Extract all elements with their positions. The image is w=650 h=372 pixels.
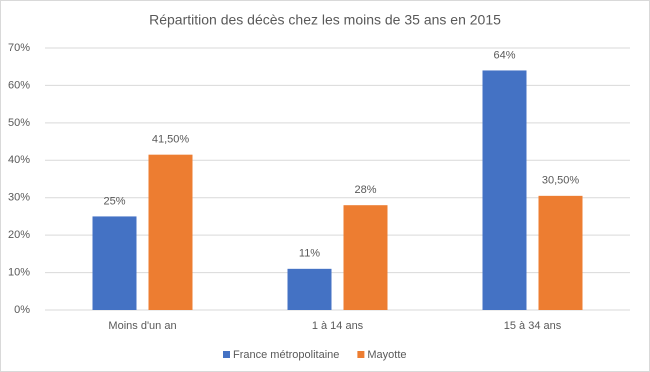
x-tick-label: 15 à 34 ans — [504, 320, 562, 332]
value-label: 41,50% — [152, 134, 190, 146]
chart-title: Répartition des décès chez les moins de … — [149, 12, 501, 28]
legend-swatch — [357, 351, 365, 358]
value-label: 25% — [103, 195, 125, 207]
y-tick-label: 70% — [8, 42, 30, 54]
value-label: 28% — [354, 184, 376, 196]
legend-label: France métropolitaine — [233, 349, 339, 361]
y-tick-label: 40% — [8, 154, 30, 166]
value-label: 11% — [299, 248, 320, 260]
x-tick-label: Moins d'un an — [108, 320, 176, 332]
y-tick-label: 50% — [8, 117, 30, 129]
value-label: 30,50% — [542, 175, 580, 187]
bar — [343, 205, 388, 310]
y-tick-label: 30% — [8, 192, 30, 204]
y-tick-label: 10% — [8, 266, 30, 278]
bar — [287, 268, 332, 310]
bar — [538, 195, 583, 310]
bar — [148, 154, 193, 310]
bar — [92, 216, 137, 310]
y-tick-label: 20% — [8, 229, 30, 241]
y-tick-label: 0% — [14, 304, 30, 316]
y-tick-label: 60% — [8, 79, 30, 91]
value-label: 64% — [493, 49, 515, 61]
legend-label: Mayotte — [367, 349, 406, 361]
x-tick-label: 1 à 14 ans — [312, 320, 364, 332]
bar — [482, 70, 527, 310]
legend-swatch — [223, 351, 230, 358]
